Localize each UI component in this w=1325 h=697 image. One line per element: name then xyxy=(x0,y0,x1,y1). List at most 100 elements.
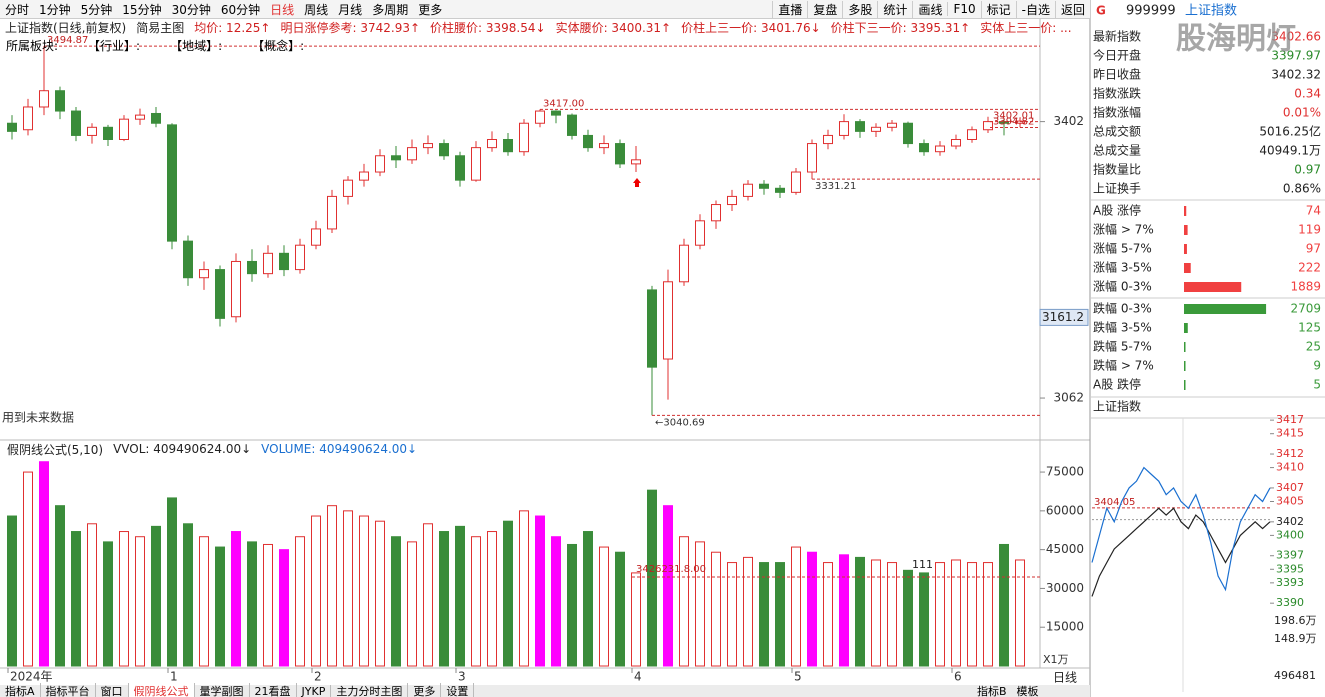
tool-button[interactable]: F10 xyxy=(947,2,980,16)
indicator-tab[interactable]: JYKP xyxy=(297,684,332,697)
volume-bar xyxy=(711,551,721,667)
candle-body xyxy=(759,183,769,189)
y-tick-label: 45000 xyxy=(1046,542,1084,556)
candle-body xyxy=(423,143,433,149)
volume-bar xyxy=(679,536,689,667)
period-tab[interactable]: 60分钟 xyxy=(220,2,261,17)
info-item: 价柱上三一价: 3401.76↓ xyxy=(681,20,821,35)
breadth-label: 涨幅 5-7% xyxy=(1093,241,1152,256)
volume-bar xyxy=(887,562,897,667)
y-tick-label: 3402 xyxy=(1053,114,1084,128)
indicator-tab[interactable]: 更多 xyxy=(408,683,442,697)
volume-bar xyxy=(247,541,257,667)
y-tick-label: 3062 xyxy=(1053,391,1084,405)
tool-button[interactable]: 返回 xyxy=(1054,0,1090,18)
breadth-bar xyxy=(1184,206,1187,216)
unit-label: X1万 xyxy=(1043,653,1069,666)
breadth-bar xyxy=(1184,342,1186,352)
indicator-tabs-right: 指标B 模板 xyxy=(972,685,1044,697)
candle-body xyxy=(711,204,721,222)
candle-body xyxy=(695,220,705,246)
volume-bar xyxy=(471,536,481,667)
legend-item: VOLUME: 409490624.00↓ xyxy=(261,442,418,456)
indicator-tab[interactable]: 指标B xyxy=(977,685,1007,697)
indicator-tab[interactable]: 量学副图 xyxy=(195,683,250,697)
volume-tick-label: 496481 xyxy=(1274,669,1316,682)
tool-button[interactable]: -自选 xyxy=(1015,0,1055,18)
x-tick-label: 2 xyxy=(314,670,322,684)
volume-bar xyxy=(647,489,657,667)
breadth-value: 2709 xyxy=(1290,302,1321,316)
period-tab[interactable]: 月线 xyxy=(338,2,363,17)
tool-button[interactable]: 复盘 xyxy=(807,0,842,18)
period-tab[interactable]: 5分钟 xyxy=(80,2,113,17)
candle-body xyxy=(407,147,417,161)
crosshair-box xyxy=(1039,308,1089,326)
period-tabs: 分时 1分钟 5分钟 15分钟 30分钟 60分钟 日线 周线 月线 多周期 更多 xyxy=(0,0,776,19)
indicator-tab[interactable]: 模板 xyxy=(1016,685,1039,697)
y-tick-label: 60000 xyxy=(1046,503,1084,517)
indicator-tab[interactable]: 假阴线公式 xyxy=(128,683,195,697)
period-tab[interactable]: 30分钟 xyxy=(171,2,211,17)
volume-bar xyxy=(87,523,97,667)
candle-body xyxy=(743,183,753,197)
y-tick-label: 3412 xyxy=(1276,447,1304,460)
indicator-tab[interactable]: 指标平台 xyxy=(41,683,96,697)
candle-body xyxy=(311,228,321,246)
breadth-value: 119 xyxy=(1298,223,1321,237)
period-tab[interactable]: 1分钟 xyxy=(39,2,71,17)
volume-bar xyxy=(551,536,561,667)
candle-body xyxy=(519,122,529,153)
annotation-label: 3494.87 xyxy=(47,35,88,46)
candle-body xyxy=(599,143,609,149)
volume-bar xyxy=(439,531,449,667)
stat-value: 0.97 xyxy=(1294,163,1321,177)
period-label: 日线 xyxy=(1053,671,1077,685)
breadth-bar xyxy=(1184,225,1188,235)
breadth-value: 25 xyxy=(1306,340,1321,354)
indicator-tab[interactable]: 窗口 xyxy=(96,683,129,697)
period-tab[interactable]: 15分钟 xyxy=(122,2,162,17)
candle-body xyxy=(183,240,193,279)
candle-body xyxy=(871,126,881,132)
period-tab[interactable]: 分时 xyxy=(5,2,30,17)
volume-bar xyxy=(1015,559,1025,667)
stat-value: 3402.32 xyxy=(1271,68,1321,82)
period-tab[interactable]: 周线 xyxy=(304,2,329,17)
candle-body xyxy=(983,121,993,131)
y-tick-label: 3407 xyxy=(1276,481,1304,494)
breadth-label: A股 跌停 xyxy=(1093,377,1141,392)
y-tick-label: 3415 xyxy=(1276,427,1304,440)
volume-tick-label: 148.9万 xyxy=(1274,632,1317,645)
volume-bar xyxy=(375,520,385,667)
tool-button[interactable]: 统计 xyxy=(877,0,912,18)
volume-bar xyxy=(855,556,865,667)
stat-value: 5016.25亿 xyxy=(1259,124,1321,139)
breadth-label: 跌幅 5-7% xyxy=(1093,339,1152,354)
volume-bar xyxy=(503,520,513,667)
stat-label: 指数涨跌 xyxy=(1093,86,1141,101)
info-item: 价柱下三一价: 3395.31↑ xyxy=(830,20,971,35)
badge: G xyxy=(1096,4,1106,18)
period-tab[interactable]: 日线 xyxy=(270,2,295,17)
period-tab[interactable]: 多周期 xyxy=(372,2,409,17)
candle-body xyxy=(119,118,129,140)
breadth-bar xyxy=(1184,282,1242,292)
indicator-tab[interactable]: 指标A xyxy=(0,683,41,697)
breadth-label: 涨幅 > 7% xyxy=(1093,222,1154,237)
indicator-tab[interactable]: 设置 xyxy=(441,683,475,697)
tool-button[interactable]: 标记 xyxy=(980,0,1016,18)
period-tab[interactable]: 更多 xyxy=(418,2,443,17)
indicator-tab[interactable]: 21看盘 xyxy=(250,683,297,697)
x-tick-label: 5 xyxy=(794,670,802,684)
sector-item: 所属板块: xyxy=(6,38,59,53)
indicator-tab[interactable]: 主力分时主图 xyxy=(331,683,409,697)
tool-button[interactable]: 画线 xyxy=(912,0,947,18)
tool-button[interactable]: 直播 xyxy=(772,0,807,18)
volume-bar xyxy=(359,515,369,667)
y-tick-label: 3410 xyxy=(1276,461,1304,474)
tool-button[interactable]: 多股 xyxy=(842,0,877,18)
candle-body xyxy=(935,145,945,153)
volume-bar xyxy=(103,541,113,667)
